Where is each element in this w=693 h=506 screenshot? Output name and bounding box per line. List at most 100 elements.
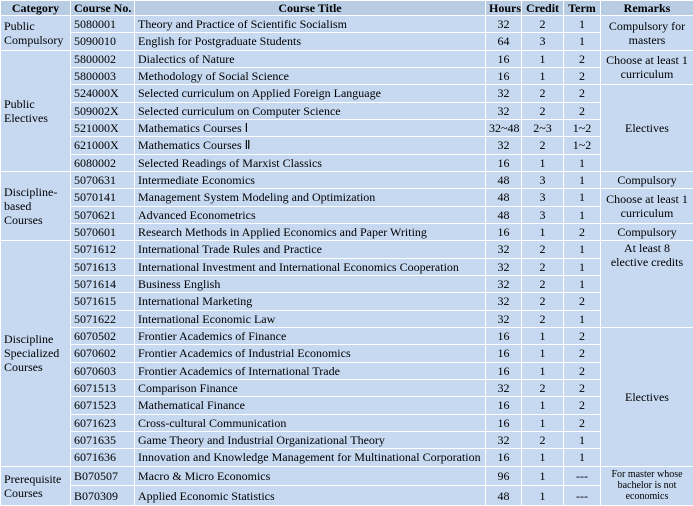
credit: 1 — [521, 326, 564, 346]
hours: 16 — [485, 222, 522, 242]
course-no: 6070502 — [70, 326, 135, 346]
hours: 16 — [485, 361, 522, 380]
table-row: 509002X Selected curriculum on Computer S… — [1, 101, 693, 120]
credit: 1 — [521, 153, 564, 172]
term: 2 — [563, 292, 601, 311]
table-row: 5070141 Management System Modeling and Op… — [1, 188, 693, 224]
table-row: 6071623 Cross-cultural Communication 16 1 2 — [1, 413, 693, 432]
hours: 48 — [485, 170, 522, 190]
credit: 1 — [521, 485, 564, 506]
term: 1 — [563, 153, 601, 172]
course-no: 524000X — [70, 84, 135, 103]
course-no: 5070631 — [70, 170, 135, 190]
course-no: 5071615 — [70, 292, 135, 311]
hours: 32 — [485, 84, 522, 103]
table-row: 5070601 Research Methods in Applied Econo… — [1, 222, 693, 242]
course-no: 5070141 — [70, 188, 135, 207]
term: 1 — [563, 430, 601, 450]
term: 2 — [563, 396, 601, 415]
term: 2 — [563, 378, 601, 398]
term: 2 — [563, 49, 601, 68]
term: 1 — [563, 205, 601, 224]
credit: 3 — [521, 32, 564, 51]
course-title: International Marketing — [134, 292, 486, 311]
hours: 32 — [485, 101, 522, 120]
remarks-cell: Compulsory for masters — [600, 15, 693, 51]
course-title: Selected curriculum on Applied Foreign L… — [134, 84, 486, 103]
course-no: 6071635 — [70, 430, 135, 450]
term: 2 — [563, 84, 601, 103]
hours: 32 — [485, 309, 522, 328]
course-no: 6071623 — [70, 413, 135, 432]
credit: 2 — [521, 136, 564, 155]
term: 1 — [563, 257, 601, 276]
course-no: 621000X — [70, 136, 135, 155]
remarks-cell: Compulsory — [600, 170, 693, 190]
credit: 1 — [521, 361, 564, 380]
course-title: Selected Readings of Marxist Classics — [134, 153, 486, 172]
header-row: Category Course No. Course Title Hours Credi… — [0, 0, 693, 16]
term: 2 — [563, 101, 601, 120]
header-cell: Term — [563, 0, 601, 16]
credit: 2 — [521, 274, 564, 294]
hours: 48 — [485, 205, 522, 224]
course-title: Innovation and Knowledge Management for … — [134, 448, 486, 467]
credit: 2 — [521, 378, 564, 398]
table-row: 524000X Selected curriculum on Applied Fo… — [1, 84, 693, 172]
course-title: Research Methods in Applied Economics an… — [134, 222, 486, 242]
course-no: 5080001 — [70, 14, 135, 34]
term: --- — [563, 485, 601, 506]
hours: 16 — [485, 326, 522, 346]
term: 1~2 — [563, 118, 601, 138]
credit: 1 — [521, 413, 564, 432]
table-row: B070309 Applied Economic Statistics 48 1 --- — [1, 485, 693, 506]
remarks-cell: Choose at least 1 curriculum — [600, 49, 693, 86]
course-no: 5800002 — [70, 49, 135, 68]
course-title: Mathematics Courses Ⅰ — [134, 118, 486, 138]
table-row: 6080002 Selected Readings of Marxist Clas… — [1, 153, 693, 172]
hours: 32 — [485, 14, 522, 34]
table-row: 5071614 Business English 32 2 1 — [1, 274, 693, 294]
table-row: Discipline-based Courses 5070631 Intermedi… — [0, 170, 693, 242]
course-title: Frontier Academics of International Trad… — [134, 361, 486, 380]
header-cell: Course Title — [134, 0, 486, 16]
credit: 1 — [521, 49, 564, 68]
course-no: 5070621 — [70, 205, 135, 224]
table-row: 6071513 Comparison Finance 32 2 2 — [1, 378, 693, 398]
category-cell: Discipline-based Courses — [0, 170, 71, 242]
course-no: 6070602 — [70, 344, 135, 363]
hours: 32 — [485, 378, 522, 398]
credit: 2 — [521, 292, 564, 311]
remarks-cell: At least 8 elective credits — [600, 240, 693, 328]
course-title: International Economic Law — [134, 309, 486, 328]
course-no: B070309 — [70, 485, 135, 506]
category-cell: Public Compulsory — [0, 15, 71, 51]
course-title: Dialectics of Nature — [134, 49, 486, 68]
table-row: Discipline Specialized Courses 5071612 Int… — [0, 240, 693, 467]
table-row: 521000X Mathematics Courses Ⅰ 32~48 2~3 1~2 — [1, 118, 693, 138]
hours: 32 — [485, 430, 522, 450]
course-no: 6071523 — [70, 396, 135, 415]
table-row: 621000X Mathematics Courses Ⅱ 32 2 1~2 — [1, 136, 693, 155]
table-row: Public Electives 5800002 Dialectics of Nat… — [0, 49, 693, 172]
remarks-cell: Electives — [600, 84, 693, 172]
credit: 2 — [521, 430, 564, 450]
hours: 32 — [485, 274, 522, 294]
credit: 2 — [521, 101, 564, 120]
hours: 48 — [485, 188, 522, 207]
course-no: 6080002 — [70, 153, 135, 172]
hours: 16 — [485, 396, 522, 415]
course-no: 5800003 — [70, 66, 135, 86]
term: 2 — [563, 361, 601, 380]
remarks-cell: Electives — [600, 326, 693, 467]
credit: 1 — [521, 465, 564, 487]
term: 1 — [563, 448, 601, 467]
remarks-cell: For master whose bachelor is not economi… — [600, 465, 693, 506]
credit: 1 — [521, 344, 564, 363]
course-no: 509002X — [70, 101, 135, 120]
header-cell: Remarks — [600, 0, 693, 16]
category-cell: Prerequisite Courses — [0, 465, 71, 506]
credit: 2 — [521, 84, 564, 103]
credit: 2~3 — [521, 118, 564, 138]
